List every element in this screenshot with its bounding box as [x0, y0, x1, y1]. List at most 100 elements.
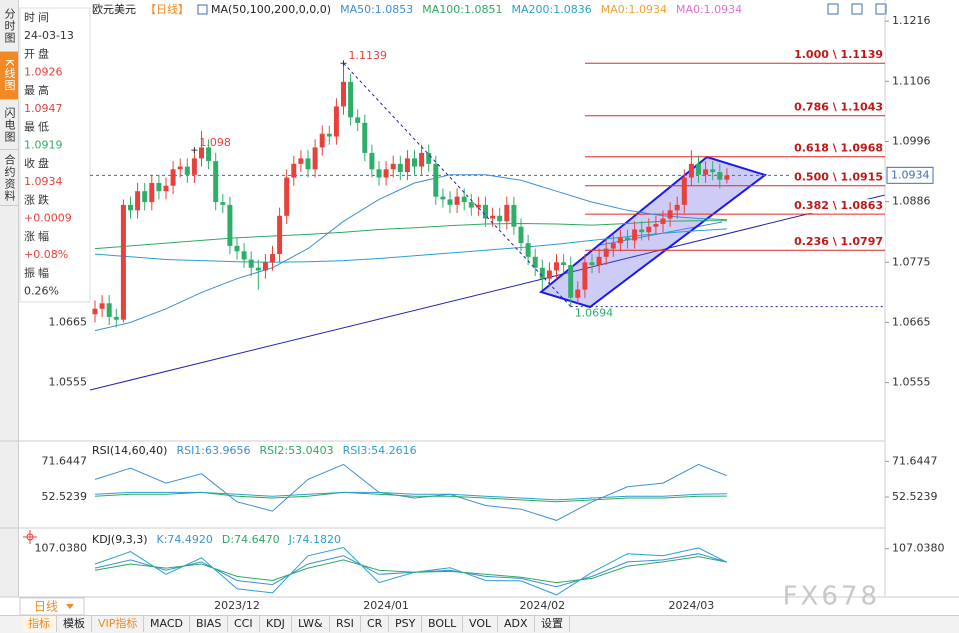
candle-body [206, 147, 212, 162]
candle-body [333, 106, 339, 137]
candle-body [234, 245, 240, 252]
period-select-label[interactable]: 日线 [34, 600, 58, 614]
indicator-tab[interactable]: CR [361, 616, 390, 632]
info-label: 收盘 [24, 156, 52, 170]
candle-body [291, 163, 297, 178]
info-label: 时间 [24, 11, 52, 24]
candle-body [454, 196, 460, 205]
retracement-line [343, 62, 572, 307]
candle-body [270, 254, 275, 263]
candle-body [639, 229, 645, 233]
candle-body [92, 308, 98, 315]
peak-label: 1.098 [199, 136, 231, 149]
indicator-tab[interactable]: MACD [144, 616, 190, 632]
indicator-tab[interactable]: BIAS [190, 616, 229, 632]
fib-label: 0.236 \ 1.0797 [794, 235, 883, 248]
indicator-tab[interactable]: LW& [292, 616, 330, 632]
info-label: 最高 [24, 83, 52, 97]
side-tab[interactable]: 闪电图 [0, 100, 18, 150]
side-tab[interactable]: 分时图 [0, 0, 18, 52]
indicator-line [94, 553, 728, 588]
candle-body [213, 161, 219, 203]
info-value: 0.26% [24, 285, 59, 298]
peak-marker [191, 147, 198, 154]
y-tick-label: 1.0665 [892, 315, 931, 328]
side-tab[interactable]: K线图 [0, 52, 18, 100]
indicator-tab[interactable]: VOL [463, 616, 499, 632]
candle-body [632, 229, 638, 241]
x-tick-label: 2023/12 [214, 599, 260, 612]
info-label: 涨跌 [24, 193, 52, 207]
candle-body [617, 237, 623, 244]
candle-body [376, 169, 382, 178]
y-tick-label: 1.0886 [892, 195, 931, 208]
dropdown-arrow[interactable] [66, 604, 74, 609]
indicator-line [94, 463, 728, 521]
candle-body [710, 169, 716, 173]
candle-body [113, 316, 119, 320]
indicator-tab[interactable]: KDJ [260, 616, 292, 632]
candle-body [156, 182, 162, 192]
price-channel [538, 155, 768, 309]
y-tick-label: 1.0665 [49, 315, 88, 328]
candle-body [447, 199, 453, 205]
fib-label-bg [792, 170, 885, 185]
indicator-tab[interactable]: RSI [330, 616, 361, 632]
candle-body [163, 185, 169, 192]
indicator-tab[interactable]: BOLL [422, 616, 464, 632]
candle-body [589, 262, 595, 266]
candle-body [433, 163, 439, 197]
legend-entry: RSI2:53.0403 [260, 444, 334, 457]
candle-body [546, 270, 552, 279]
candle-body [369, 152, 375, 170]
indicator-icon [197, 4, 208, 15]
candle-body [483, 204, 488, 219]
candle-body [199, 147, 204, 159]
indicator-tab[interactable]: 模板 [57, 616, 92, 632]
indicator-tab[interactable]: PSY [389, 616, 423, 632]
fib-label: 1.000 \ 1.1139 [794, 48, 883, 61]
info-value: 1.0947 [24, 102, 63, 115]
candle-body [106, 303, 112, 317]
fib-label: 0.500 \ 1.0915 [794, 171, 883, 184]
fib-label-bg [792, 48, 885, 63]
fib-label: 0.382 \ 1.0863 [794, 199, 883, 212]
candle-body [561, 262, 567, 266]
indicator-tab[interactable]: CCI [228, 616, 260, 632]
price-tag [886, 166, 934, 184]
legend-entry: MA200:1.0836 [512, 3, 592, 16]
sidebar: 分时图 K线图 闪电图 合约资料 [0, 0, 19, 597]
fib-label: 0.786 \ 1.1043 [794, 101, 883, 114]
candle-body [284, 177, 290, 216]
candle-body [518, 226, 524, 244]
info-label: 振幅 [24, 266, 52, 280]
indicator-tab[interactable]: 设置 [535, 616, 570, 632]
indicator-tab[interactable]: 指标 [22, 616, 57, 632]
kdj-icon [23, 530, 37, 544]
indicator-line [94, 174, 727, 332]
side-tab[interactable]: 合约资料 [0, 150, 18, 206]
candle-body [404, 158, 410, 173]
y-tick-label: 71.6447 [892, 454, 938, 467]
candle-body [603, 248, 609, 257]
candle-body [539, 267, 545, 279]
candle-body [490, 215, 496, 219]
candle-body [191, 158, 197, 175]
indicator-label: MA(50,100,200,0,0,0) [211, 3, 331, 16]
candle-body [412, 158, 417, 167]
candle-body [348, 81, 354, 118]
indicator-title: RSI(14,60,40) [92, 444, 167, 457]
candle-body [688, 163, 694, 178]
candle-body [610, 243, 616, 249]
candle-body [674, 204, 680, 211]
indicator-tab[interactable]: VIP指标 [92, 616, 145, 632]
candle-body [241, 251, 247, 260]
y-tick-label: 52.5239 [42, 490, 88, 503]
info-label: 开盘 [24, 47, 52, 61]
fib-label-bg [792, 100, 885, 115]
candle-body [220, 202, 226, 205]
indicator-tab[interactable]: ADX [498, 616, 535, 632]
indicator-line [94, 546, 728, 596]
candle-body [419, 152, 425, 167]
watermark: FX678 [783, 582, 880, 612]
